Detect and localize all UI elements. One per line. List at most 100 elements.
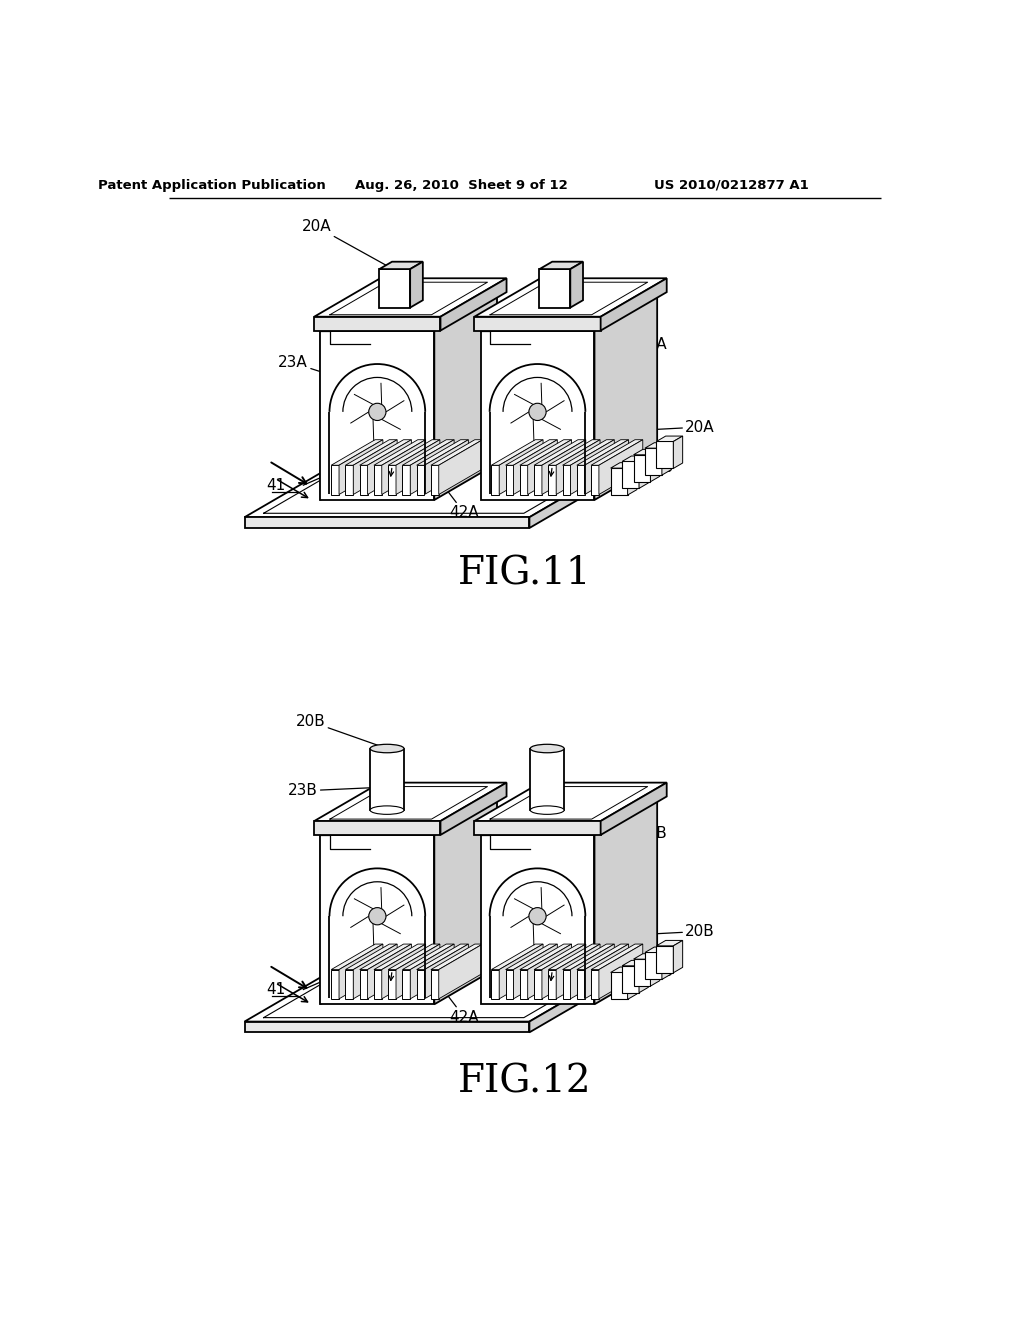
Polygon shape (610, 968, 637, 973)
Polygon shape (506, 465, 513, 495)
Polygon shape (388, 970, 396, 999)
Polygon shape (520, 944, 571, 970)
Polygon shape (599, 944, 643, 999)
Polygon shape (628, 463, 637, 495)
Polygon shape (548, 944, 600, 970)
Polygon shape (634, 954, 659, 960)
Polygon shape (359, 440, 412, 465)
Text: 42A: 42A (598, 337, 667, 366)
Polygon shape (345, 465, 353, 495)
Polygon shape (480, 294, 657, 330)
Polygon shape (506, 440, 557, 465)
Text: 10: 10 (412, 989, 431, 1003)
Text: US 2010/0212877 A1: US 2010/0212877 A1 (653, 178, 809, 191)
Polygon shape (591, 970, 599, 999)
Polygon shape (570, 261, 583, 308)
Polygon shape (374, 440, 426, 465)
Polygon shape (639, 455, 648, 488)
Polygon shape (321, 330, 434, 500)
Polygon shape (595, 294, 657, 500)
Polygon shape (610, 973, 628, 999)
Polygon shape (440, 783, 507, 836)
Polygon shape (577, 944, 629, 970)
Polygon shape (417, 440, 468, 465)
Polygon shape (656, 441, 674, 469)
Polygon shape (402, 465, 411, 495)
Polygon shape (662, 946, 671, 979)
Polygon shape (527, 440, 571, 495)
Polygon shape (425, 440, 468, 495)
Polygon shape (645, 442, 671, 447)
Polygon shape (530, 748, 564, 810)
Polygon shape (370, 748, 404, 810)
Text: 10: 10 (601, 461, 674, 486)
Polygon shape (591, 465, 599, 495)
Polygon shape (425, 944, 468, 999)
Polygon shape (402, 970, 411, 999)
Polygon shape (506, 944, 557, 970)
Polygon shape (674, 940, 683, 973)
Polygon shape (411, 261, 423, 308)
Polygon shape (610, 469, 628, 495)
Polygon shape (434, 799, 497, 1005)
Polygon shape (656, 436, 683, 441)
Polygon shape (634, 960, 650, 986)
Ellipse shape (530, 807, 564, 814)
Polygon shape (331, 465, 339, 495)
Text: 41: 41 (266, 982, 286, 997)
Polygon shape (474, 783, 667, 821)
Polygon shape (585, 944, 629, 999)
Polygon shape (440, 279, 507, 330)
Polygon shape (556, 944, 600, 999)
Polygon shape (368, 440, 412, 495)
Polygon shape (431, 440, 482, 465)
Polygon shape (529, 950, 652, 1032)
Polygon shape (438, 944, 482, 999)
Polygon shape (577, 970, 585, 999)
Circle shape (528, 908, 546, 925)
Polygon shape (570, 440, 614, 495)
Text: 42A: 42A (440, 482, 479, 520)
Text: 42B: 42B (598, 826, 667, 847)
Text: 23A: 23A (279, 355, 374, 388)
Polygon shape (520, 440, 571, 465)
Polygon shape (382, 944, 426, 999)
Polygon shape (411, 440, 454, 495)
Text: FIG.12: FIG.12 (458, 1064, 592, 1101)
Polygon shape (345, 440, 397, 465)
Polygon shape (499, 944, 543, 999)
Polygon shape (562, 440, 614, 465)
Polygon shape (650, 449, 659, 482)
Polygon shape (379, 269, 411, 308)
Polygon shape (339, 944, 383, 999)
Polygon shape (359, 465, 368, 495)
Polygon shape (321, 294, 497, 330)
Polygon shape (321, 799, 497, 836)
Polygon shape (339, 440, 383, 495)
Polygon shape (599, 440, 643, 495)
Polygon shape (417, 465, 425, 495)
Polygon shape (368, 944, 412, 999)
Polygon shape (492, 465, 499, 495)
Polygon shape (645, 953, 662, 979)
Circle shape (528, 404, 546, 421)
Polygon shape (314, 279, 507, 317)
Polygon shape (353, 440, 397, 495)
Polygon shape (417, 944, 468, 970)
Polygon shape (492, 440, 543, 465)
Polygon shape (577, 465, 585, 495)
Polygon shape (540, 269, 570, 308)
Polygon shape (388, 944, 440, 970)
Polygon shape (601, 783, 667, 836)
Polygon shape (540, 261, 583, 269)
Polygon shape (674, 436, 683, 469)
Polygon shape (345, 970, 353, 999)
Polygon shape (492, 970, 499, 999)
Polygon shape (314, 821, 440, 836)
Polygon shape (610, 463, 637, 469)
Polygon shape (542, 440, 586, 495)
Polygon shape (556, 440, 600, 495)
Polygon shape (645, 447, 662, 475)
Polygon shape (548, 440, 600, 465)
Polygon shape (562, 465, 570, 495)
